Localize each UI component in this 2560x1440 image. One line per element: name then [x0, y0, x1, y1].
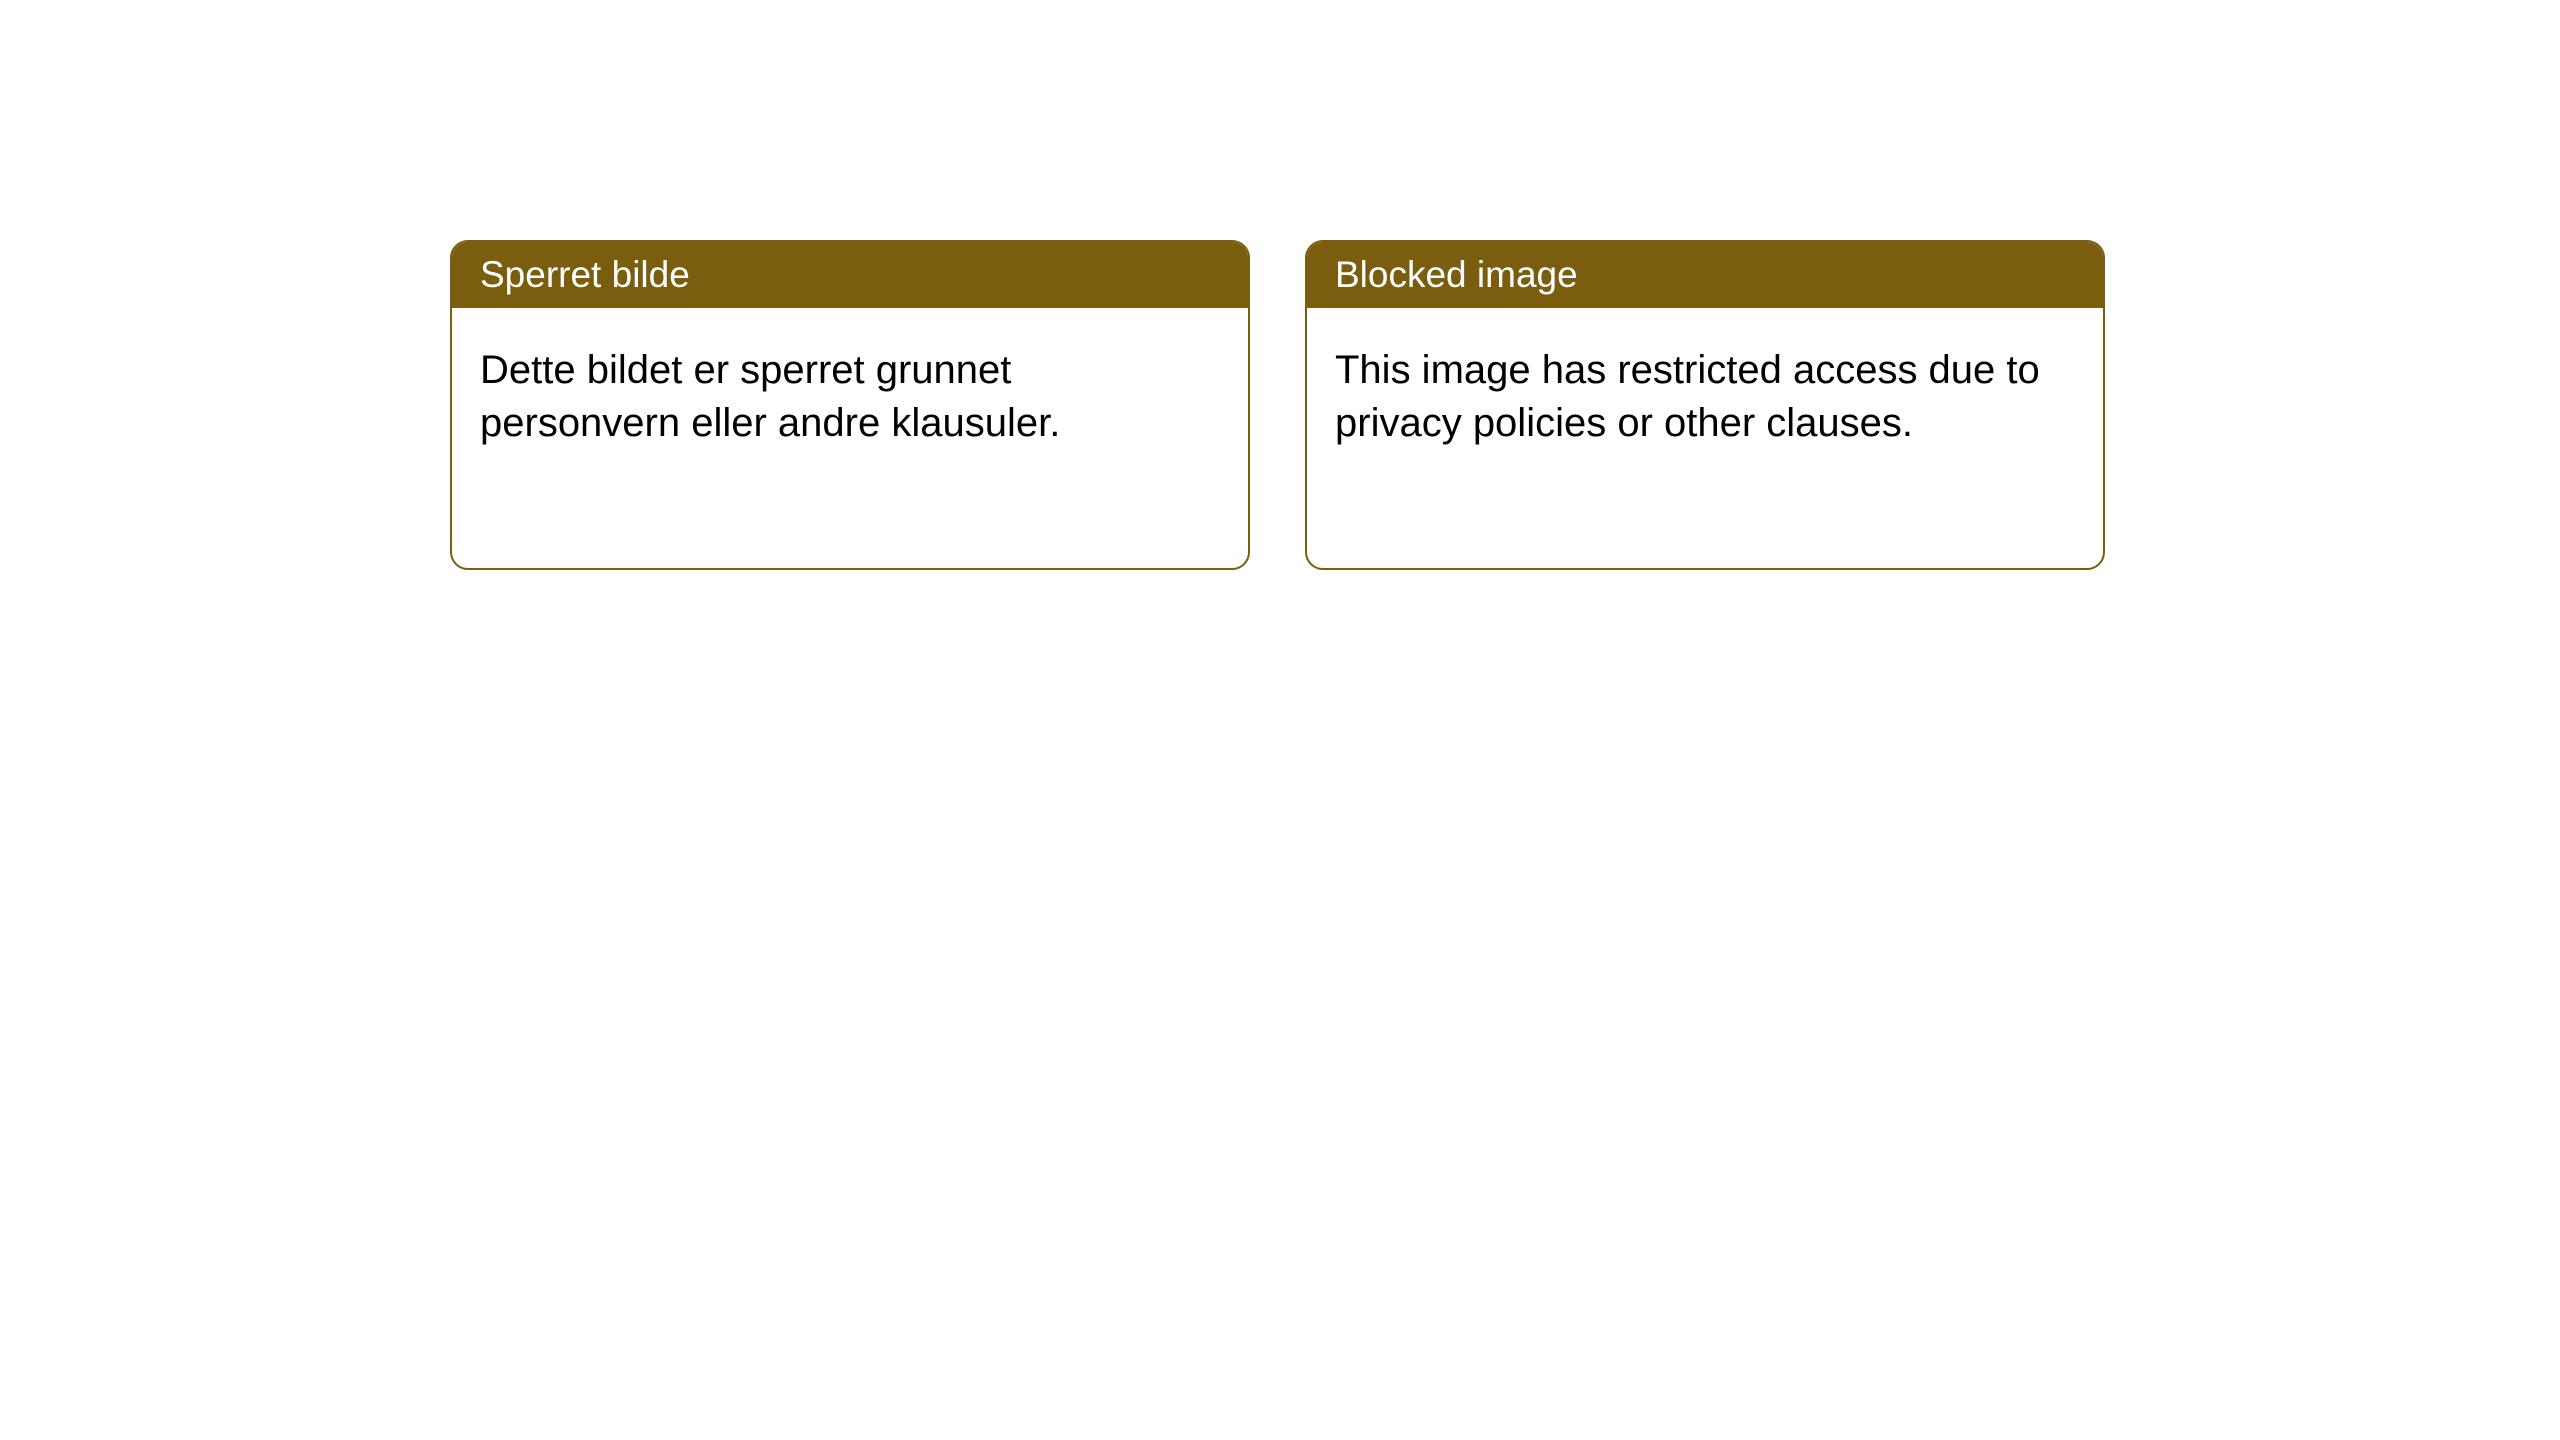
card-body-text: This image has restricted access due to …	[1307, 308, 2103, 486]
blocked-image-notices: Sperret bilde Dette bildet er sperret gr…	[450, 240, 2105, 570]
card-title: Blocked image	[1307, 242, 2103, 308]
card-title: Sperret bilde	[452, 242, 1248, 308]
card-body-text: Dette bildet er sperret grunnet personve…	[452, 308, 1248, 486]
notice-card-norwegian: Sperret bilde Dette bildet er sperret gr…	[450, 240, 1250, 570]
notice-card-english: Blocked image This image has restricted …	[1305, 240, 2105, 570]
